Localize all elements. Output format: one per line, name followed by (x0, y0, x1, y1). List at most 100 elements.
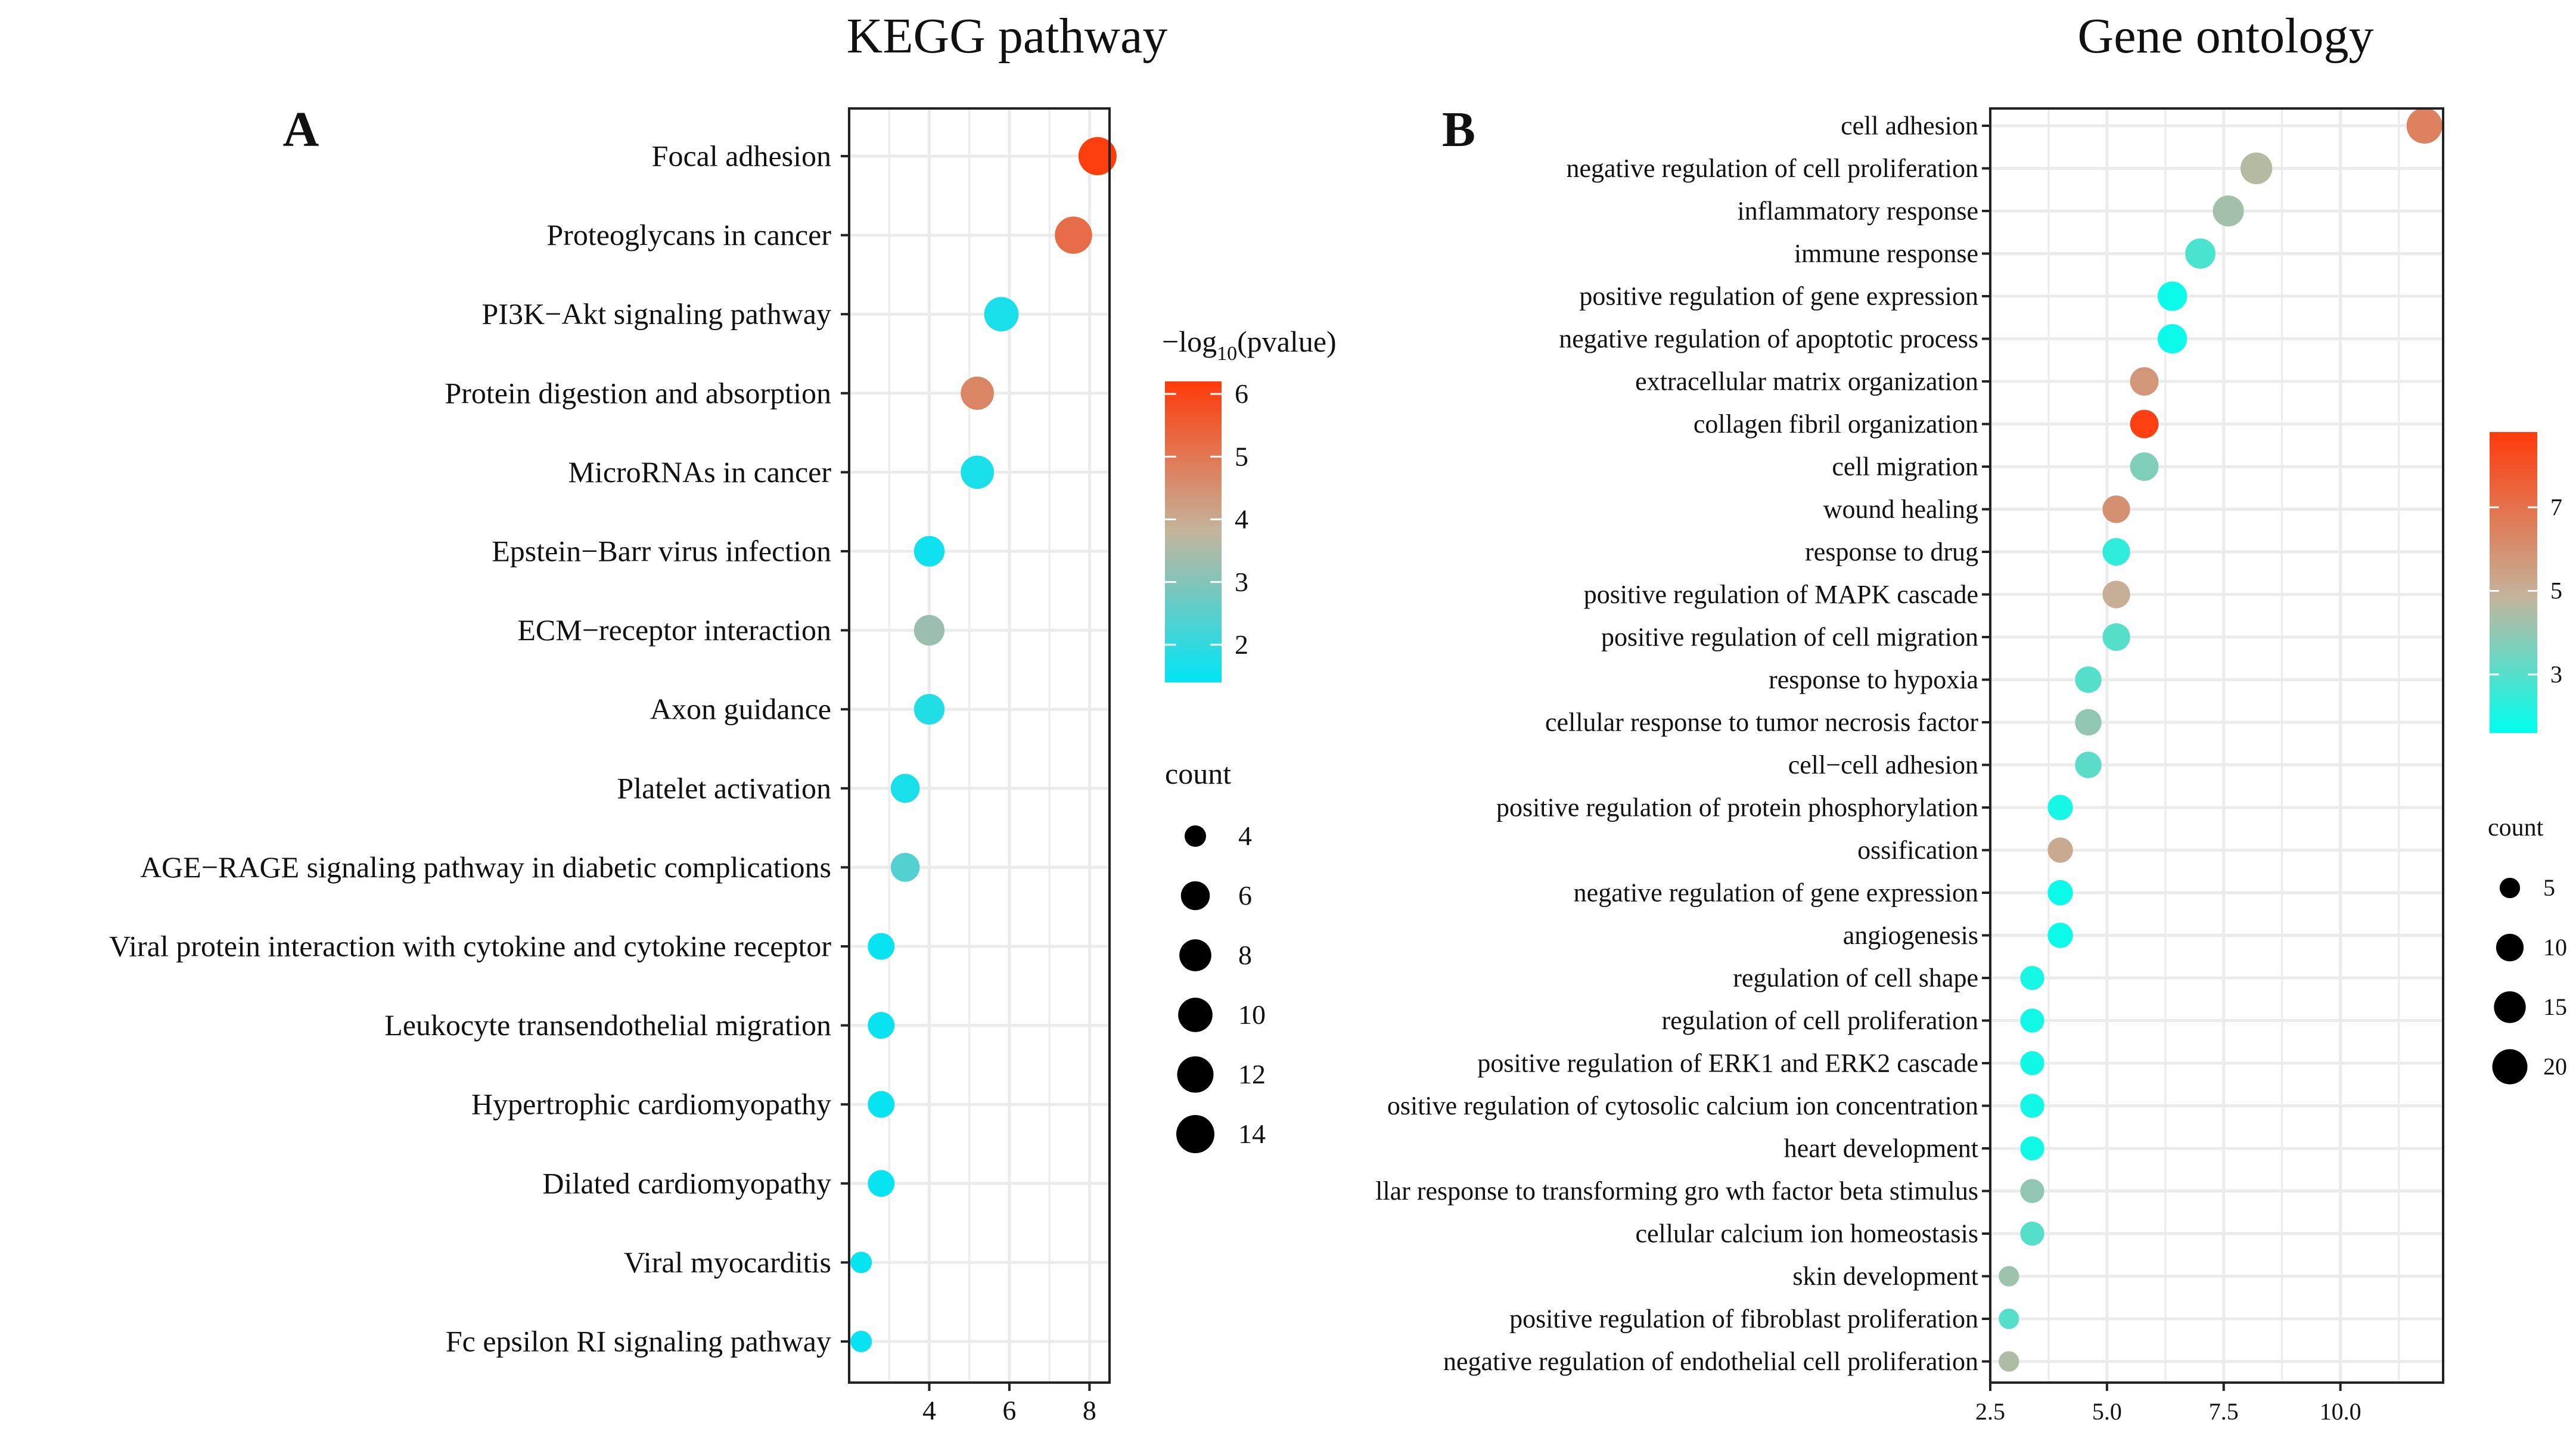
panel-a-title: KEGG pathway (847, 8, 1168, 64)
colorbar-tick-label: 6 (1235, 378, 1248, 409)
data-point (2130, 409, 2159, 439)
y-tick-label: skin development (1792, 1262, 1978, 1291)
x-tick-label: 6 (1002, 1395, 1016, 1426)
y-tick-label: Viral myocarditis (624, 1246, 831, 1279)
panel-b-size-legend-title: count (2488, 814, 2544, 841)
data-point (1999, 1351, 2019, 1372)
size-legend-label: 10 (1238, 999, 1266, 1030)
size-legend-label: 14 (1238, 1119, 1266, 1149)
panel-a-size-legend-items: 4 6 8 10 12 14 (1176, 821, 1266, 1153)
y-tick-label: Epstein−Barr virus infection (492, 535, 831, 568)
data-point (2130, 367, 2159, 396)
y-tick-label: immune response (1794, 239, 1978, 268)
x-tick-label: 4 (922, 1395, 936, 1426)
data-point (1078, 137, 1117, 175)
data-point (868, 1012, 895, 1039)
data-point (913, 536, 945, 567)
panel-b-size-legend-items: 5 10 15 20 (2492, 874, 2567, 1085)
panel-b-title: Gene ontology (2078, 8, 2374, 64)
data-point (2047, 880, 2073, 906)
panel-b: Gene ontology B cell adhesion negative re… (1375, 8, 2567, 1425)
data-point (2020, 1136, 2044, 1161)
y-tick-label: extracellular matrix organization (1635, 367, 1978, 396)
panel-a-color-legend: −log10(pvalue) 2 3 4 5 6 (1162, 325, 1337, 682)
data-point (890, 853, 920, 882)
size-legend-label: 20 (2543, 1053, 2567, 1080)
data-point (961, 455, 995, 489)
size-legend-dot (1176, 1115, 1214, 1153)
panel-b-color-legend: 3 5 7 (2490, 432, 2562, 733)
panel-a-colorbar (1165, 381, 1222, 682)
color-legend-title-suffix: (pvalue) (1237, 325, 1337, 358)
y-tick-label: wound healing (1823, 495, 1978, 524)
data-point (913, 614, 945, 646)
data-point (961, 376, 995, 410)
y-tick-label: positive regulation of gene expression (1579, 282, 1978, 311)
data-point (868, 933, 895, 960)
y-tick-label: ositive regulation of cytosolic calcium … (1387, 1091, 1978, 1120)
data-point (2047, 923, 2073, 948)
panel-a-colorbar-ticks: 2 3 4 5 6 (1165, 378, 1248, 660)
y-tick-label: Proteoglycans in cancer (546, 218, 831, 251)
colorbar-tick-label: 3 (1235, 567, 1248, 597)
panel-b-plot-border (1989, 107, 2444, 1384)
data-point (2157, 281, 2187, 311)
y-tick-label: positive regulation of fibroblast prolif… (1509, 1305, 1978, 1334)
panel-a-plot-area (849, 108, 1110, 1383)
y-tick-label: cell−cell adhesion (1788, 750, 1978, 779)
data-point (2020, 1051, 2044, 1076)
size-legend-label: 5 (2543, 874, 2555, 901)
size-legend-label: 4 (1238, 821, 1252, 851)
y-tick-label: ECM−receptor interaction (517, 613, 831, 647)
panel-a: KEGG pathway A Focal adhesion Proteoglyca… (109, 8, 1337, 1426)
data-point (2102, 495, 2130, 523)
y-tick-label: inflammatory response (1738, 197, 1978, 226)
panel-a-color-legend-title: −log10(pvalue) (1162, 325, 1337, 365)
y-tick-label: negative regulation of gene expression (1574, 878, 1978, 908)
colorbar-tick-label: 2 (1235, 629, 1248, 660)
y-tick-label: cellular calcium ion homeostasis (1635, 1219, 1978, 1249)
y-tick-label: Viral protein interaction with cytokine … (109, 930, 831, 963)
y-tick-label: MicroRNAs in cancer (568, 455, 831, 489)
data-point (2130, 452, 2159, 481)
x-tick-label: 10.0 (2320, 1398, 2361, 1425)
panel-b-letter: B (1442, 102, 1475, 157)
colorbar-tick-label: 5 (2550, 577, 2562, 604)
panel-b-size-legend: count 5 10 15 20 (2488, 814, 2567, 1085)
panel-b-points (1999, 108, 2443, 1372)
y-tick-label: regulation of cell shape (1733, 964, 1978, 993)
y-tick-label: collagen fibril organization (1693, 409, 1978, 439)
data-point (2213, 195, 2244, 227)
y-tick-label: positive regulation of cell migration (1601, 623, 1978, 652)
color-legend-title-sub: 10 (1217, 343, 1237, 365)
data-point (2020, 1179, 2044, 1203)
y-tick-label: Focal adhesion (652, 139, 831, 173)
panel-a-letter: A (283, 102, 319, 157)
y-tick-label: llar response to transforming gro wth fa… (1375, 1176, 1978, 1206)
y-tick-label: positive regulation of protein phosphory… (1496, 793, 1978, 822)
panel-b-colorbar (2490, 432, 2537, 733)
data-point (2020, 1221, 2044, 1246)
y-tick-label: cell migration (1832, 452, 1978, 482)
data-point (868, 1091, 895, 1118)
panel-a-points (850, 137, 1117, 1352)
y-tick-label: cellular response to tumor necrosis fact… (1545, 708, 1978, 737)
y-tick-label: Hypertrophic cardiomyopathy (471, 1088, 831, 1121)
data-point (2020, 965, 2044, 990)
panel-b-colorbar-ticks: 3 5 7 (2490, 493, 2562, 688)
y-tick-label: AGE−RAGE signaling pathway in diabetic c… (140, 850, 831, 884)
y-tick-label: angiogenesis (1843, 921, 1978, 950)
data-point (2047, 794, 2073, 821)
size-legend-label: 15 (2543, 993, 2567, 1020)
data-point (2075, 751, 2102, 778)
x-tick-label: 8 (1083, 1395, 1096, 1426)
y-tick-label: negative regulation of cell proliferatio… (1567, 154, 1979, 183)
data-point (2102, 580, 2130, 608)
size-legend-dot (1179, 939, 1211, 971)
size-legend-dot (1177, 1056, 1214, 1093)
data-point (984, 297, 1019, 332)
size-legend-dot (2492, 1049, 2528, 1085)
data-point (1055, 216, 1092, 254)
data-point (2020, 1008, 2044, 1033)
